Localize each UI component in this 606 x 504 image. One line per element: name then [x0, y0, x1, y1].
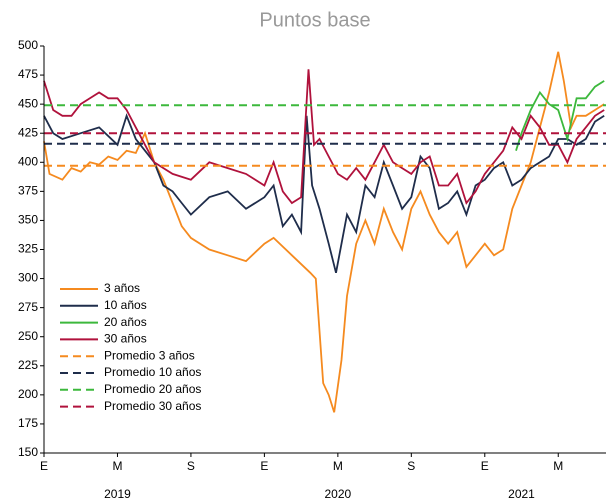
y-tick-label: 450 — [18, 96, 38, 110]
legend-label: Promedio 10 años — [104, 365, 201, 379]
y-tick-label: 400 — [18, 154, 38, 168]
legend-label: Promedio 30 años — [104, 399, 201, 413]
series-line — [43, 69, 605, 205]
series-line — [43, 113, 605, 274]
y-tick-label: 175 — [18, 416, 38, 430]
x-group-label: 2021 — [508, 487, 535, 501]
y-tick-label: 375 — [18, 184, 38, 198]
legend-label: 30 años — [104, 332, 147, 346]
y-tick-label: 300 — [18, 271, 38, 285]
y-tick-label: 225 — [18, 358, 38, 372]
x-tick-label: M — [333, 459, 343, 473]
y-tick-label: 250 — [18, 329, 38, 343]
y-tick-label: 200 — [18, 387, 38, 401]
y-tick-label: 475 — [18, 67, 38, 81]
legend-label: Promedio 20 años — [104, 382, 201, 396]
legend-label: Promedio 3 años — [104, 348, 195, 362]
y-tick-label: 425 — [18, 125, 38, 139]
y-tick-label: 500 — [18, 38, 38, 52]
x-tick-label: S — [407, 459, 415, 473]
y-tick-label: 275 — [18, 300, 38, 314]
chart-title: Puntos base — [259, 9, 370, 31]
x-group-label: 2020 — [325, 487, 352, 501]
series-line — [515, 80, 605, 151]
series-line — [43, 51, 605, 413]
x-tick-label: S — [187, 459, 195, 473]
y-tick-label: 350 — [18, 213, 38, 227]
x-tick-label: M — [553, 459, 563, 473]
legend-label: 3 años — [104, 281, 140, 295]
x-tick-label: E — [481, 459, 489, 473]
x-tick-label: E — [260, 459, 268, 473]
legend-label: 10 años — [104, 298, 147, 312]
legend-label: 20 años — [104, 315, 147, 329]
x-tick-label: M — [112, 459, 122, 473]
x-group-label: 2019 — [104, 487, 131, 501]
y-tick-label: 325 — [18, 242, 38, 256]
y-tick-label: 150 — [18, 445, 38, 459]
x-tick-label: E — [40, 459, 48, 473]
